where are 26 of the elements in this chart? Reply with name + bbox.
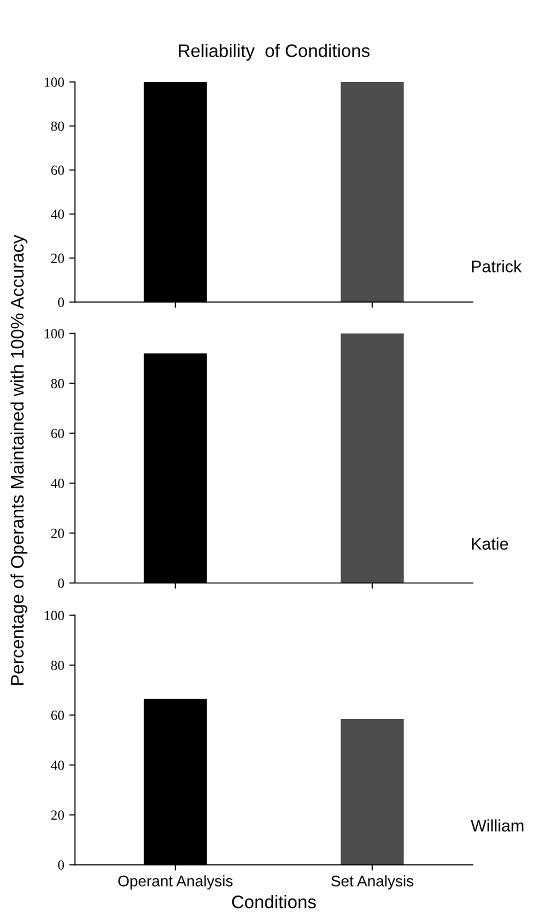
y-tick-label: 0 [58, 860, 64, 870]
x-tick-label: Set Analysis [331, 875, 414, 890]
y-tick-label: 80 [51, 122, 64, 131]
y-axis-title: Percentage of Operants Maintained with 100% Accuracy [10, 234, 28, 685]
y-tick-label: 0 [58, 298, 64, 308]
y-tick-label: 100 [44, 78, 64, 87]
y-tick-label: 80 [51, 378, 64, 388]
annotation: Katie [472, 538, 508, 550]
y-tick-label: 60 [51, 710, 64, 720]
y-tick-label: 0 [58, 578, 64, 588]
x-tick-label: Operant Analysis [118, 875, 233, 890]
y-tick-label: 100 [44, 328, 64, 338]
y-tick-label: 40 [50, 210, 64, 219]
y-tick-label: 60 [51, 428, 64, 438]
y-tick-label: 80 [51, 660, 64, 670]
y-tick-label: 40 [50, 478, 64, 488]
y-tick-label: 20 [51, 254, 64, 264]
annotation: Patrick [472, 260, 522, 272]
chart-title: Reliability of Conditions [178, 44, 370, 61]
x-axis-title: Conditions [232, 895, 316, 908]
y-tick-label: 60 [51, 166, 64, 175]
y-tick-label: 100 [44, 610, 64, 620]
annotation: William [470, 819, 524, 832]
y-tick-label: 20 [51, 810, 64, 820]
y-tick-label: 40 [50, 760, 64, 770]
y-tick-label: 20 [51, 528, 64, 538]
